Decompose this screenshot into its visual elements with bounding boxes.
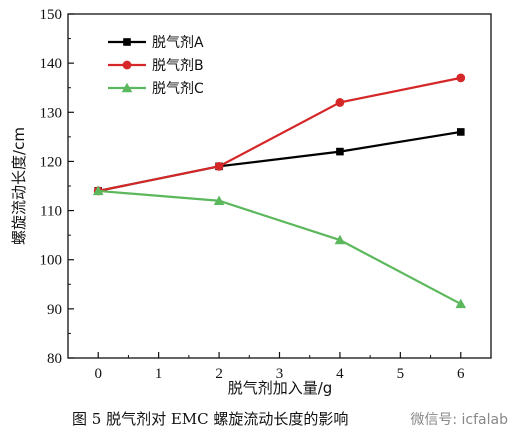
x-tick-label: 1	[155, 366, 163, 382]
x-tick-label: 0	[94, 366, 102, 382]
y-tick-label: 120	[40, 154, 63, 170]
series-line	[98, 189, 462, 305]
y-tick-label: 150	[40, 7, 63, 23]
legend-marker	[123, 38, 131, 46]
series-line	[97, 130, 461, 192]
legend-label: 脱气剂A	[152, 35, 204, 51]
series-3	[92, 185, 467, 309]
y-tick-label: 100	[40, 253, 63, 269]
series-line	[97, 76, 462, 192]
x-tick-label: 2	[215, 366, 223, 382]
y-axis: 80 90 100 110 120 130 140 150	[40, 7, 74, 367]
x-axis-title: 脱气剂加入量/g	[228, 379, 333, 397]
legend-item: 脱气剂B	[108, 58, 204, 74]
watermark: 微信号: icfalab	[410, 412, 508, 428]
data-point	[334, 234, 346, 245]
figure-caption: 图 5 脱气剂对 EMC 螺旋流动长度的影响	[72, 410, 348, 428]
legend-label: 脱气剂C	[152, 81, 204, 97]
data-point	[456, 128, 465, 136]
x-tick-label: 4	[336, 366, 344, 382]
legend-marker	[121, 82, 133, 93]
legend-label: 脱气剂B	[152, 58, 204, 74]
data-point	[456, 73, 466, 83]
series-1	[94, 128, 465, 195]
x-tick-label: 5	[397, 366, 405, 382]
y-tick-label: 80	[47, 351, 62, 367]
legend-item: 脱气剂C	[108, 81, 204, 97]
data-point	[455, 298, 467, 309]
legend: 脱气剂A 脱气剂B 脱气剂C	[108, 35, 204, 97]
y-tick-label: 90	[47, 302, 62, 318]
y-tick-label: 130	[40, 105, 63, 121]
x-tick-label: 6	[457, 366, 465, 382]
series-layer	[92, 73, 467, 309]
y-tick-label: 140	[40, 56, 63, 72]
x-axis: 0 1 2 3 4 5 6	[94, 352, 492, 382]
series-2	[93, 73, 466, 196]
data-point	[92, 185, 104, 196]
legend-item: 脱气剂A	[108, 35, 204, 51]
y-axis-title: 螺旋流动长度/cm	[10, 127, 28, 245]
legend-marker	[122, 60, 132, 70]
x-tick-label: 3	[276, 366, 284, 382]
data-point	[336, 147, 344, 156]
y-tick-label: 110	[40, 204, 62, 220]
data-point	[335, 98, 345, 107]
data-point	[213, 195, 225, 205]
data-point	[214, 161, 224, 171]
